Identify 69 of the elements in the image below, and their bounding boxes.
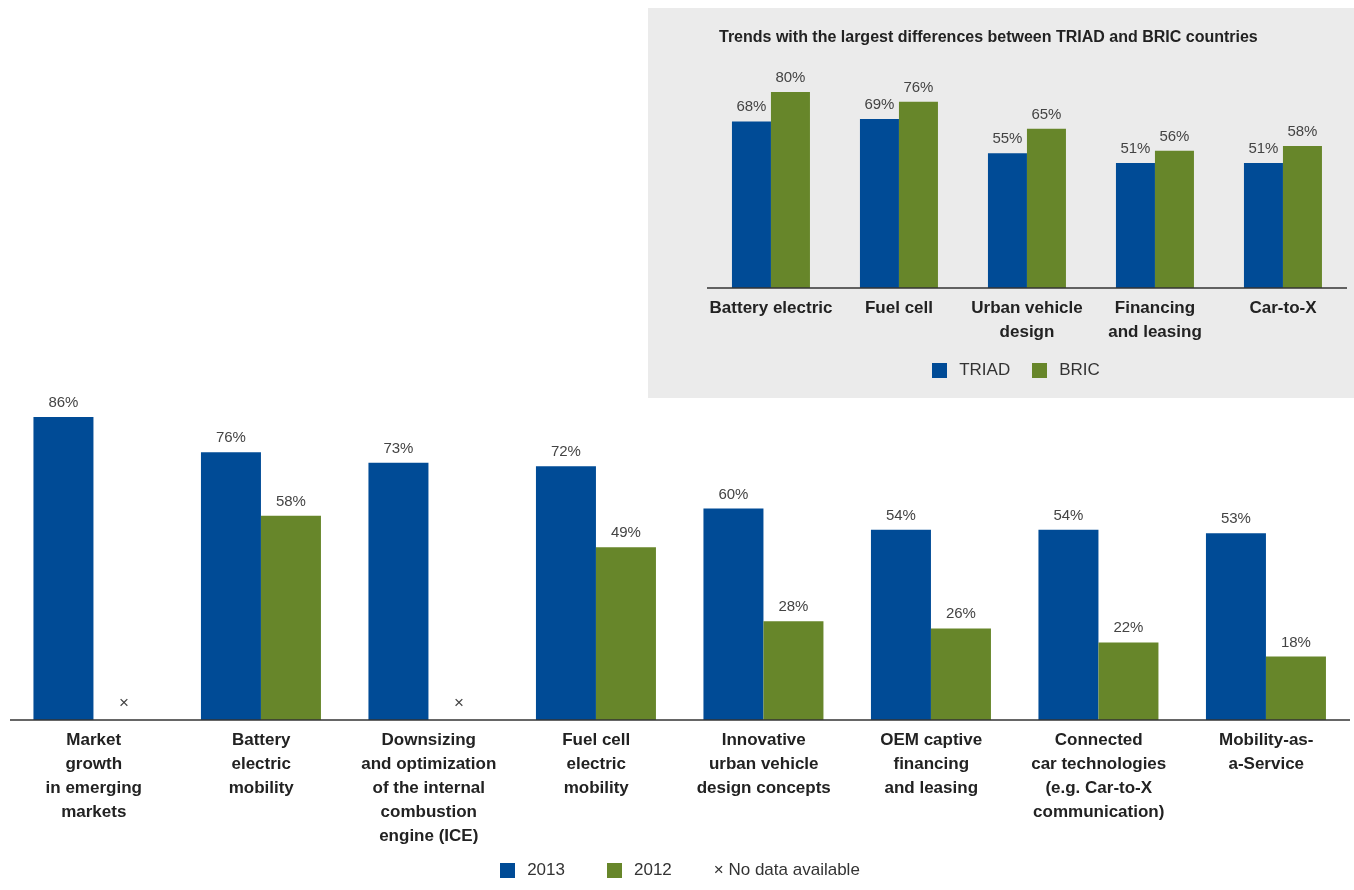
bar <box>703 508 764 720</box>
x-tick-label: Mobility-as- a-Service <box>1219 730 1314 773</box>
bar <box>898 101 938 288</box>
x-tick-label: Car-to-X <box>1249 298 1318 317</box>
bar <box>33 417 94 720</box>
x-tick-label: Urban vehicle design <box>971 298 1083 341</box>
data-label: 76% <box>215 428 246 446</box>
legend-label: 2012 <box>633 860 672 880</box>
data-label: 28% <box>778 597 809 615</box>
text: × No data available <box>713 860 860 880</box>
data-label: 22% <box>1113 618 1144 636</box>
chart-title: Trends with the largest differences between TRIAD and BRIC countries <box>718 27 1259 45</box>
data-label: 49% <box>610 523 641 541</box>
data-label: 55% <box>992 129 1023 147</box>
bar <box>1265 656 1326 720</box>
data-label: 51% <box>1248 139 1279 157</box>
data-label: 76% <box>903 77 934 95</box>
x-tick-label: Fuel cell electric mobility <box>562 730 631 797</box>
x-tick-label: Connected car technologies (e.g. Car-to-X communication) <box>1031 730 1167 821</box>
data-label: 86% <box>48 393 79 410</box>
x-tick-label: Battery electric <box>709 298 833 317</box>
data-label: 60% <box>718 484 749 502</box>
legend-label: BRIC <box>1058 360 1100 380</box>
bar <box>731 121 771 288</box>
bar <box>200 452 261 720</box>
x-tick-label: Market growth in emerging markets <box>45 730 142 821</box>
bar <box>595 547 656 720</box>
legend-label: TRIAD <box>958 360 1011 380</box>
data-label: 51% <box>1120 139 1151 157</box>
data-label: 56% <box>1159 126 1190 144</box>
data-label: 72% <box>550 442 581 460</box>
data-label: 26% <box>945 604 976 622</box>
bar <box>1205 533 1266 720</box>
bar <box>770 92 810 288</box>
x-tick-label: Downsizing and optimization of the internal combustion engine (ICE) <box>361 730 497 845</box>
data-label: 69% <box>864 94 895 112</box>
x-tick-label: Innovative urban vehicle design concepts <box>696 730 831 797</box>
bar <box>368 462 429 720</box>
data-label: 73% <box>383 438 414 456</box>
bar <box>1154 150 1194 288</box>
annotation: × <box>118 693 129 712</box>
x-tick-label: Fuel cell <box>864 298 934 317</box>
x-tick-label: Financing and leasing <box>1108 298 1202 341</box>
data-label: 54% <box>1053 505 1084 523</box>
bar <box>1282 145 1322 288</box>
bar <box>1243 163 1283 288</box>
data-label: 53% <box>1220 509 1251 527</box>
bar <box>1038 529 1099 720</box>
data-label: 58% <box>275 491 306 509</box>
x-tick-label: Battery electric mobility <box>228 730 295 797</box>
x-tick-label: OEM captive financing and leasing <box>880 730 983 797</box>
bar <box>987 153 1027 288</box>
bar <box>1098 642 1159 720</box>
bar <box>870 529 931 720</box>
bar <box>1115 163 1155 288</box>
data-label: 54% <box>885 505 916 523</box>
annotation: × <box>453 693 464 712</box>
data-label: 58% <box>1287 121 1318 139</box>
legend-label: 2013 <box>526 860 565 880</box>
data-label: 68% <box>736 97 767 115</box>
bar <box>1026 128 1066 288</box>
data-label: 18% <box>1280 632 1311 650</box>
data-label: 65% <box>1031 104 1062 122</box>
data-label: 80% <box>775 68 806 85</box>
bar <box>930 628 991 720</box>
bar <box>260 515 321 720</box>
bar <box>859 118 899 288</box>
bar <box>535 466 596 720</box>
bar <box>763 621 824 720</box>
